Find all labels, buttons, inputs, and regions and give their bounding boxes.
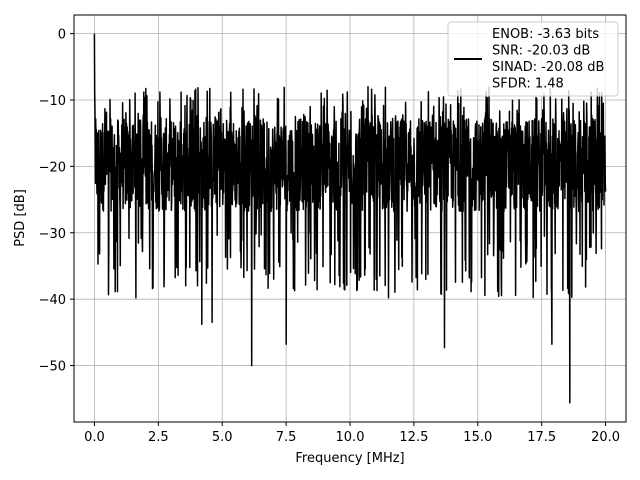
x-tick-label: 10.0 [336, 430, 365, 445]
x-axis-title: Frequency [MHz] [295, 451, 404, 466]
legend: ENOB: -3.63 bits SNR: -20.03 dB SINAD: -20… [447, 21, 619, 97]
legend-label: ENOB: -3.63 bits SNR: -20.03 dB SINAD: -20… [492, 27, 604, 92]
x-tick-label: 0.0 [84, 430, 105, 445]
plot-area [93, 33, 607, 404]
x-tick-label: 7.5 [276, 430, 297, 445]
psd-line [93, 33, 607, 404]
y-tick-label: 0 [58, 28, 66, 43]
x-tick-label: 5.0 [212, 430, 233, 445]
legend-line-text: SINAD: -20.08 dB [492, 60, 604, 75]
x-tick-label: 15.0 [463, 430, 492, 445]
x-tick-label: 20.0 [591, 430, 620, 445]
legend-box [447, 21, 619, 97]
y-tick-label: −50 [39, 360, 66, 375]
x-tick-label: 2.5 [148, 430, 169, 445]
x-tick-label: 12.5 [399, 430, 428, 445]
x-tick-label: 17.5 [527, 430, 556, 445]
legend-line-text: ENOB: -3.63 bits [492, 27, 599, 42]
y-tick-label: −40 [39, 293, 66, 308]
legend-line-text: SNR: -20.03 dB [492, 44, 590, 59]
x-axis-ticks: 0.0 2.5 5.0 7.5 10.0 12.5 15.0 17.5 20.0 [84, 422, 620, 445]
psd-series [93, 33, 607, 404]
y-axis-ticks: 0 −10 −20 −30 −40 −50 [39, 28, 74, 375]
y-tick-label: −10 [39, 94, 66, 109]
legend-line-text: SFDR: 1.48 [492, 77, 564, 92]
y-tick-label: −30 [39, 227, 66, 242]
y-axis-title: PSD [dB] [13, 189, 28, 247]
y-tick-label: −20 [39, 160, 66, 175]
